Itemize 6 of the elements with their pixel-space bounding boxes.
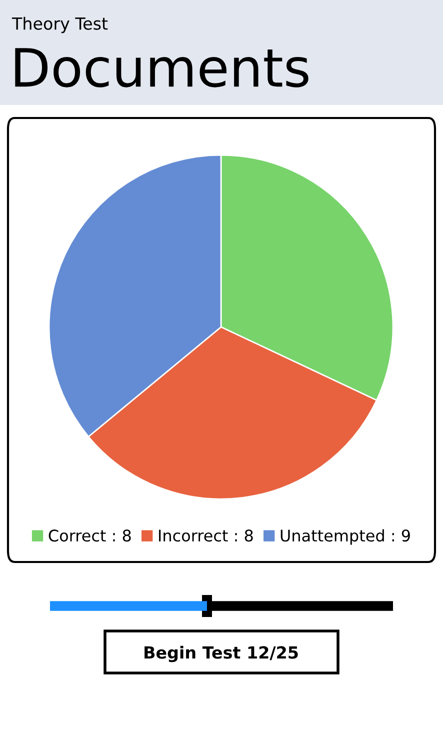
legend-label: Unattempted : 9 [280, 529, 410, 545]
legend-label: Correct : 8 [48, 530, 131, 542]
chart-title: Documents [15, 48, 308, 88]
legend-label: Incorrect : 8 [159, 530, 253, 542]
chart-subtitle: Theory Test [12, 16, 108, 34]
text: Begin Test 12/25 [144, 646, 298, 662]
